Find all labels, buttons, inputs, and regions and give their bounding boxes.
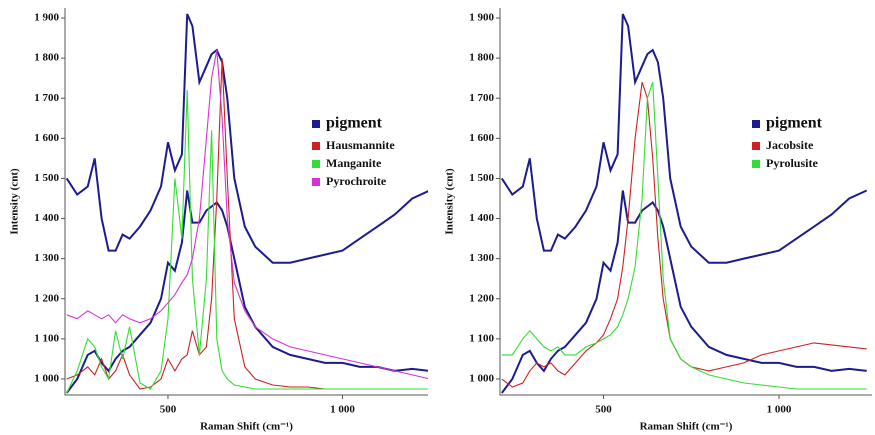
y-tick-label: 1 300 — [469, 252, 494, 264]
y-tick-label: 1 000 — [34, 372, 59, 384]
x-axis-title: Raman Shift (cm⁻¹) — [200, 421, 293, 433]
series-line — [65, 13, 428, 264]
y-tick-label: 1 500 — [469, 172, 494, 184]
legend-label: Jacobsite — [766, 138, 814, 152]
legend-label: Manganite — [326, 156, 382, 170]
x-tick-label: 500 — [160, 404, 177, 416]
series-line — [66, 58, 428, 390]
y-axis-title: Intensity (cnt) — [9, 168, 21, 235]
legend-swatch — [312, 178, 320, 186]
y-tick-label: 1 200 — [469, 292, 494, 304]
y-tick-label: 1 800 — [34, 52, 59, 64]
series-line — [66, 49, 428, 380]
y-tick-label: 1 400 — [469, 212, 494, 224]
axis — [64, 8, 428, 396]
y-tick-label: 1 600 — [34, 132, 59, 144]
y-tick-label: 1 000 — [469, 372, 494, 384]
series-line — [500, 13, 868, 264]
legend-label: Pyrochroite — [326, 174, 387, 188]
y-axis-title: Intensity (cnt) — [444, 168, 456, 235]
series-line — [501, 82, 867, 390]
y-tick-label: 1 300 — [34, 252, 59, 264]
y-tick-label: 1 900 — [34, 12, 59, 24]
y-tick-label: 1 600 — [469, 132, 494, 144]
y-tick-label: 1 700 — [34, 92, 59, 104]
y-tick-label: 1 900 — [469, 12, 494, 24]
legend-label: pigment — [766, 115, 823, 132]
x-axis-title: Raman Shift (cm⁻¹) — [640, 421, 733, 433]
y-tick-label: 1 200 — [34, 292, 59, 304]
legend-swatch — [312, 120, 320, 128]
series-line — [65, 190, 428, 394]
legend-swatch — [752, 142, 760, 150]
y-tick-label: 1 400 — [34, 212, 59, 224]
y-tick-label: 1 500 — [34, 172, 59, 184]
x-tick-label: 500 — [595, 404, 612, 416]
axis — [499, 8, 872, 396]
legend-swatch — [752, 160, 760, 168]
y-tick-label: 1 100 — [34, 332, 59, 344]
x-tick-label: 1 000 — [767, 404, 792, 416]
legend-swatch — [312, 142, 320, 150]
x-tick-label: 1 000 — [330, 404, 355, 416]
legend-label: Pyrolusite — [766, 156, 818, 170]
legend-swatch — [312, 160, 320, 168]
y-tick-label: 1 700 — [469, 92, 494, 104]
legend-label: Hausmannite — [326, 138, 395, 152]
y-tick-label: 1 800 — [469, 52, 494, 64]
y-tick-label: 1 100 — [469, 332, 494, 344]
legend-label: pigment — [326, 115, 383, 132]
series-line — [66, 90, 428, 394]
series-line — [501, 190, 867, 394]
legend-swatch — [752, 120, 760, 128]
series-line — [501, 82, 867, 388]
